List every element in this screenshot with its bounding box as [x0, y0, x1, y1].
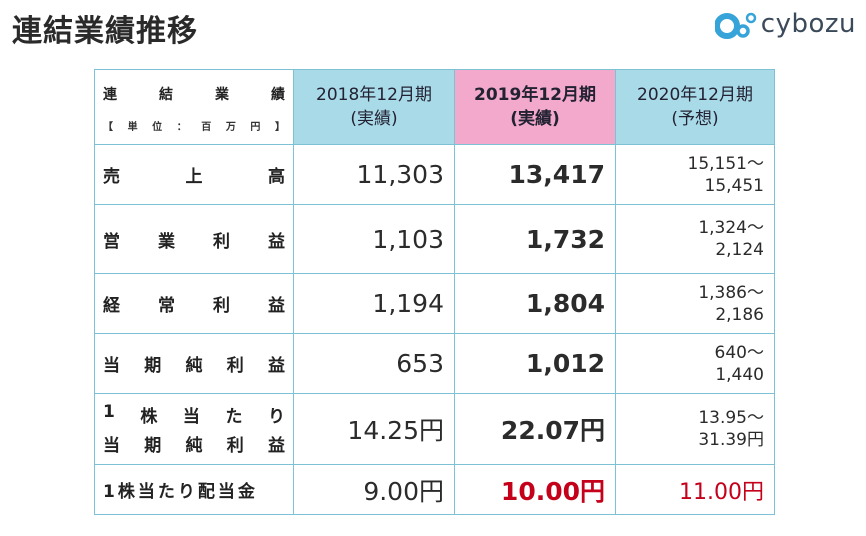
row-label-ordinary-income: 経 常 利 益	[94, 273, 294, 334]
forecast-high: 1,440	[715, 364, 764, 385]
header-label: 連 結 業 績	[103, 84, 285, 104]
header-label-char: 績	[271, 86, 285, 103]
column-type: (実績)	[510, 109, 560, 129]
column-type: (予想)	[671, 109, 719, 129]
row-label-char: り	[267, 407, 285, 427]
header-label-char: 連	[103, 86, 117, 103]
row-label-char: 当	[103, 436, 120, 456]
column-period: 2020年12月期	[637, 85, 753, 105]
forecast-low: 1,324〜	[698, 218, 764, 238]
row-label-operating-income: 営 業 利 益	[94, 204, 294, 274]
row-label-char: 益	[268, 436, 285, 456]
value-2019: 10.00円	[454, 464, 616, 515]
logo-text: cybozu	[760, 9, 856, 39]
forecast-low: 1,386〜	[698, 282, 764, 303]
column-header-2018: 2018年12月期 (実績)	[293, 69, 455, 145]
row-label-char: 利	[226, 356, 244, 376]
row-label-char: 当	[182, 407, 200, 427]
value-2019: 1,012	[454, 333, 616, 394]
unit-char: 位	[152, 121, 163, 133]
value-2019: 1,732	[454, 204, 616, 274]
table-row: 経 常 利 益 1,194 1,804 1,386〜 2,186	[94, 273, 775, 334]
row-label-char: 高	[268, 167, 285, 187]
value-2019: 1,804	[454, 273, 616, 334]
value-2018: 9.00円	[293, 464, 455, 515]
table-row: 売 上 高 11,303 13,417 15,151〜 15,451	[94, 144, 775, 205]
column-period: 2018年12月期	[316, 85, 432, 105]
row-label-net-income: 当 期 純 利 益	[94, 333, 294, 394]
row-label-char: 株	[140, 407, 158, 427]
column-period: 2019年12月期	[474, 85, 596, 105]
header-unit: 【 単 位 ： 百 万 円 】	[103, 118, 285, 133]
value-2018: 11,303	[293, 144, 455, 205]
forecast-high: 31.39円	[698, 430, 764, 450]
value-2019: 22.07円	[454, 393, 616, 465]
row-label-sales: 売 上 高	[94, 144, 294, 205]
value-2018: 1,103	[293, 204, 455, 274]
value-2018: 653	[293, 333, 455, 394]
cybozu-logo: cybozu	[714, 6, 856, 42]
row-label-char: 営	[103, 231, 120, 252]
header-label-cell: 連 結 業 績 【 単 位 ： 百 万 円 】	[94, 69, 294, 145]
column-header-2020: 2020年12月期 (予想)	[615, 69, 775, 145]
row-label-char: 利	[213, 231, 230, 252]
forecast-2020: 11.00円	[615, 464, 775, 515]
row-label-char: 純	[185, 356, 203, 376]
page-title: 連結業績推移	[12, 14, 198, 49]
row-label-char: 益	[268, 356, 285, 376]
row-label-text: 1株当たり配当金	[103, 482, 258, 502]
unit-char: 円	[250, 121, 261, 133]
forecast-high: 2,186	[715, 304, 764, 325]
row-label-char: 業	[158, 231, 175, 252]
table-row: 当 期 純 利 益 653 1,012 640〜 1,440	[94, 333, 775, 394]
unit-char: 単	[127, 121, 138, 133]
row-label-char: 売	[103, 167, 120, 187]
forecast-high: 15,451	[704, 175, 764, 196]
forecast-low: 640〜	[714, 342, 764, 363]
forecast-low: 15,151〜	[687, 153, 764, 174]
row-label-char: 期	[144, 436, 162, 456]
forecast-low: 13.95〜	[698, 408, 764, 428]
row-label-char: た	[225, 407, 243, 427]
unit-char: ：	[176, 121, 187, 133]
header-row: 連 結 業 績 【 単 位 ： 百 万 円 】 2018年12月期 (実績) 2…	[94, 69, 775, 145]
forecast-high: 2,124	[715, 240, 764, 260]
row-label-char: 益	[268, 296, 285, 316]
row-label-char: 上	[185, 167, 203, 187]
unit-char: 万	[225, 121, 236, 133]
row-label-eps: 1 株 当 た り 当 期 純 利 益	[94, 393, 294, 465]
forecast-2020: 1,324〜 2,124	[615, 204, 775, 274]
forecast-2020: 15,151〜 15,451	[615, 144, 775, 205]
table-row: 1 株 当 た り 当 期 純 利 益 14.25円 22.07円 13.95〜…	[94, 393, 775, 465]
row-label-char: 当	[103, 356, 120, 376]
cybozu-logo-icon	[714, 12, 757, 39]
unit-char: 百	[201, 121, 212, 133]
row-label-char: 期	[144, 356, 162, 376]
header-label-char: 結	[159, 86, 173, 103]
table-row: 営 業 利 益 1,103 1,732 1,324〜 2,124	[94, 204, 775, 274]
row-label-char: 経	[103, 296, 120, 316]
header-label-char: 業	[215, 86, 229, 103]
table-row: 1株当たり配当金 9.00円 10.00円 11.00円	[94, 464, 775, 515]
column-header-2019: 2019年12月期 (実績)	[454, 69, 616, 145]
unit-char: 】	[274, 121, 285, 133]
row-label-char: 純	[185, 436, 203, 456]
forecast-2020: 640〜 1,440	[615, 333, 775, 394]
value-2018: 1,194	[293, 273, 455, 334]
row-label-char: 利	[226, 436, 244, 456]
row-label-char: 1	[103, 402, 115, 422]
row-label-char: 常	[158, 296, 175, 316]
row-label-char: 益	[268, 231, 285, 252]
forecast-2020: 13.95〜 31.39円	[615, 393, 775, 465]
results-table: 連 結 業 績 【 単 位 ： 百 万 円 】 2018年12月期 (実績) 2…	[94, 69, 775, 515]
value-2018: 14.25円	[293, 393, 455, 465]
column-type: (実績)	[350, 109, 398, 129]
row-label-dividend: 1株当たり配当金	[94, 464, 294, 515]
unit-char: 【	[103, 121, 113, 133]
row-label-char: 利	[213, 296, 230, 316]
value-2019: 13,417	[454, 144, 616, 205]
forecast-2020: 1,386〜 2,186	[615, 273, 775, 334]
